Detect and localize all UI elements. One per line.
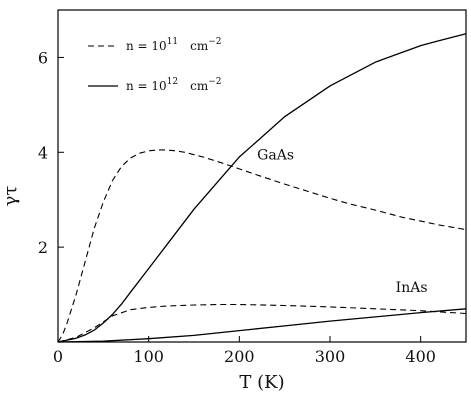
x-axis-title: T (K) — [239, 372, 284, 393]
x-tick-label: 400 — [405, 347, 436, 366]
legend-entry-solid: n = 1012 cm−2 — [126, 77, 222, 93]
annotation-layer: GaAs InAs — [257, 147, 427, 296]
y-tick-label: 2 — [38, 238, 48, 257]
plot-frame — [57, 9, 467, 343]
annotation-gaas: GaAs — [257, 147, 294, 163]
x-tick-label: 200 — [224, 347, 255, 366]
series-line-1 — [57, 33, 467, 343]
series-line-0 — [57, 149, 467, 343]
tick-layer: 0 100 200 300 400 2 4 6 — [38, 48, 436, 366]
y-axis-title: γτ — [0, 186, 21, 207]
y-tick-label: 6 — [38, 48, 48, 67]
legend: n = 1011 cm−2 n = 1012 cm−2 — [88, 37, 222, 93]
legend-entry-dashed: n = 1011 cm−2 — [126, 37, 222, 53]
annotation-inas: InAs — [396, 280, 428, 296]
x-tick-label: 300 — [315, 347, 346, 366]
y-tick-label: 4 — [38, 143, 48, 162]
series-layer — [57, 33, 467, 343]
x-tick-label: 0 — [53, 347, 63, 366]
series-line-3 — [57, 308, 467, 343]
series-line-2 — [57, 303, 467, 343]
x-tick-label: 100 — [133, 347, 164, 366]
